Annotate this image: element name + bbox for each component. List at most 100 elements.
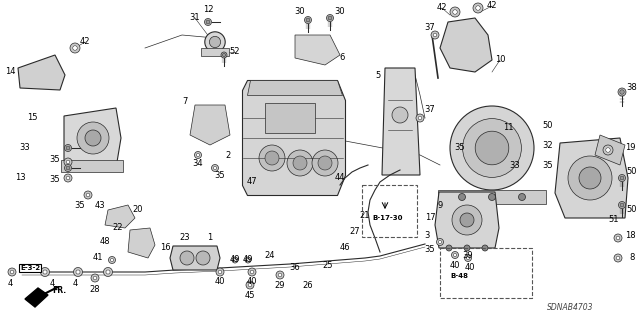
Polygon shape [170,246,220,270]
Polygon shape [18,55,65,90]
Circle shape [458,194,465,201]
Text: 31: 31 [189,13,200,23]
Text: 42: 42 [436,4,447,12]
Text: 40: 40 [450,261,460,270]
Text: 20: 20 [132,205,143,214]
Text: 40: 40 [465,263,476,272]
Circle shape [620,90,624,94]
Text: 28: 28 [90,286,100,294]
Text: 44: 44 [335,174,345,182]
Circle shape [91,274,99,282]
Circle shape [73,46,77,50]
Text: 35: 35 [454,144,465,152]
Circle shape [211,165,218,172]
Text: 49: 49 [243,256,253,264]
Circle shape [66,146,70,150]
Polygon shape [25,288,48,307]
Text: 25: 25 [323,261,333,270]
Circle shape [614,254,622,262]
Circle shape [482,245,488,251]
Circle shape [305,17,312,24]
Circle shape [216,268,224,276]
Circle shape [65,165,72,172]
Text: 50: 50 [627,205,637,214]
Circle shape [620,176,624,180]
Circle shape [620,203,624,207]
Bar [362,185,417,237]
Text: 45: 45 [244,291,255,300]
Polygon shape [595,135,625,165]
Circle shape [476,6,480,10]
Text: 1: 1 [207,234,212,242]
Circle shape [416,114,424,122]
Circle shape [248,283,252,287]
Circle shape [467,256,470,260]
Circle shape [221,52,227,58]
Circle shape [43,270,47,274]
Text: 30: 30 [294,8,305,17]
Circle shape [276,271,284,279]
Circle shape [196,153,200,157]
Circle shape [64,158,72,166]
Circle shape [66,166,70,170]
Circle shape [605,148,611,152]
Circle shape [8,268,16,276]
Text: 8: 8 [629,254,635,263]
Circle shape [392,107,408,123]
Circle shape [326,14,333,21]
Circle shape [259,145,285,171]
Text: 4: 4 [49,278,54,287]
Circle shape [86,193,90,197]
Circle shape [451,251,458,258]
Bar [201,48,229,56]
Text: 35: 35 [50,155,60,165]
Circle shape [74,268,83,277]
Text: 36: 36 [290,263,300,272]
Circle shape [106,270,110,274]
Bar [265,103,315,133]
Circle shape [312,150,338,176]
Circle shape [65,145,72,152]
Text: 5: 5 [376,70,381,79]
Text: 14: 14 [4,68,15,77]
Text: 7: 7 [182,98,188,107]
Text: 52: 52 [230,48,240,56]
Circle shape [318,156,332,170]
Polygon shape [243,80,346,196]
Text: 3: 3 [424,231,429,240]
Bar [438,190,546,204]
Circle shape [453,253,456,256]
Text: 38: 38 [627,84,637,93]
Polygon shape [105,205,135,228]
Circle shape [603,145,613,155]
Circle shape [111,258,113,262]
Circle shape [438,241,442,244]
Circle shape [452,10,457,14]
Text: 2: 2 [225,151,230,160]
Text: 35: 35 [543,160,554,169]
Circle shape [232,257,238,263]
Text: 12: 12 [203,5,213,14]
Circle shape [328,16,332,20]
Circle shape [180,251,194,265]
Bar [61,160,123,172]
Circle shape [616,256,620,260]
Circle shape [618,174,625,182]
Polygon shape [435,192,499,248]
Text: 40: 40 [215,278,225,286]
Circle shape [618,88,626,96]
Circle shape [77,122,109,154]
Circle shape [450,106,534,190]
Circle shape [70,43,80,53]
Text: 17: 17 [425,213,435,222]
Text: 49: 49 [230,256,240,264]
Circle shape [446,245,452,251]
Circle shape [246,259,250,261]
Polygon shape [248,80,342,95]
Polygon shape [128,228,155,258]
Circle shape [195,152,202,159]
Polygon shape [382,68,420,175]
Circle shape [265,151,279,165]
Circle shape [196,251,210,265]
Text: 39: 39 [463,250,474,259]
